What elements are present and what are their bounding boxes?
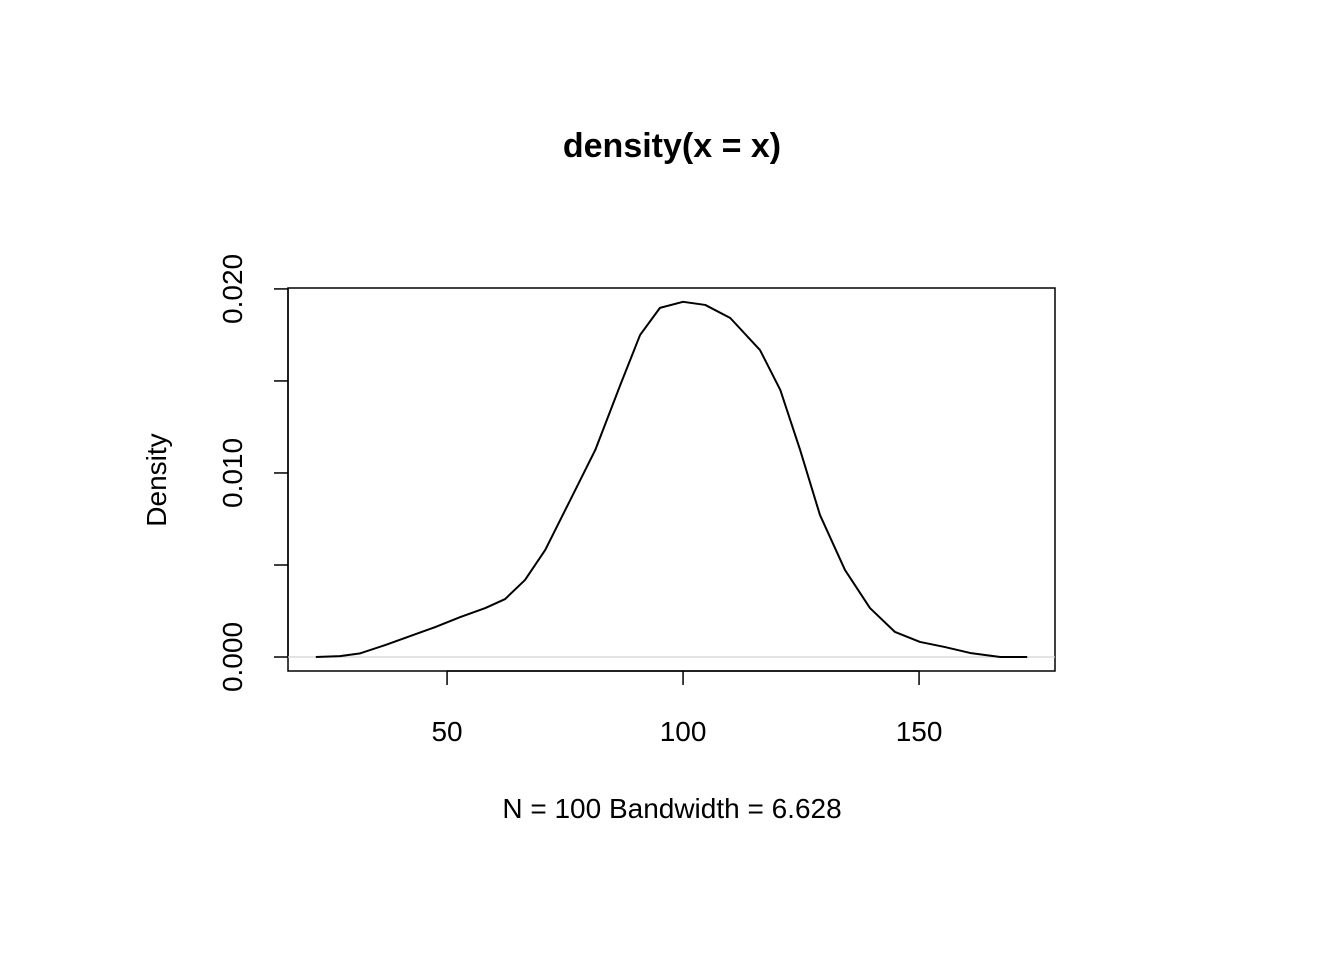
y-axis-label: Density bbox=[141, 433, 172, 526]
y-tick-label: 0.000 bbox=[217, 622, 248, 692]
x-axis-label: N = 100 Bandwidth = 6.628 bbox=[502, 793, 841, 824]
x-tick-label: 150 bbox=[896, 716, 943, 747]
x-tick-label: 50 bbox=[431, 716, 462, 747]
y-tick-label: 0.020 bbox=[217, 254, 248, 324]
plot-frame bbox=[287, 287, 1056, 672]
chart-title: density(x = x) bbox=[563, 127, 781, 165]
y-tick-label: 0.010 bbox=[217, 438, 248, 508]
density-line bbox=[315, 300, 1028, 659]
x-tick-label: 100 bbox=[660, 716, 707, 747]
